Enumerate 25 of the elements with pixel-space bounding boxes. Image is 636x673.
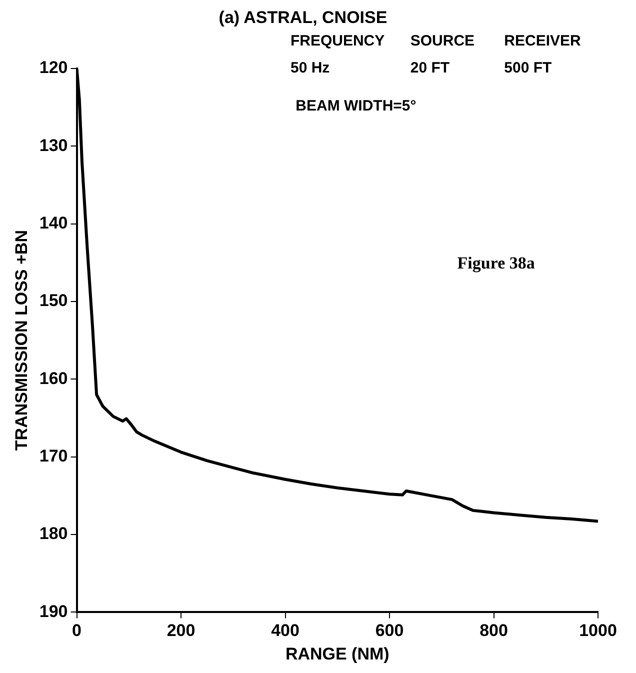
x-tick-label: 200 [166, 621, 196, 640]
x-tick-label: 0 [72, 621, 82, 640]
y-tick-label: 170 [39, 446, 68, 466]
annotation: 50 Hz [290, 60, 330, 77]
y-tick-label: 150 [39, 291, 68, 310]
text: FREQUENCY [290, 32, 385, 50]
y-tick-label: 140 [39, 213, 68, 232]
x-tick-label: 400 [271, 621, 300, 640]
y-tick-label: 130 [39, 136, 68, 155]
y-tick-label: 190 [39, 602, 68, 621]
annotation: BEAM WIDTH=5° [296, 98, 416, 115]
chart-title: (a) ASTRAL, CNOISE [218, 8, 388, 27]
x-tick-label: 1000 [579, 621, 617, 640]
y-axis-title: TRANSMISSION LOSS +BN [12, 230, 31, 451]
annotation: 500 FT [504, 60, 552, 77]
x-tick-label: 800 [480, 621, 508, 640]
annotation: 20 FT [410, 60, 450, 77]
text: RECEIVER [504, 32, 582, 50]
annotation: Figure 38a [457, 254, 536, 273]
x-tick-label: 600 [375, 621, 404, 640]
y-tick-label: 120 [39, 58, 68, 78]
x-axis-title: RANGE (NM) [285, 644, 390, 664]
y-tick-label: 160 [39, 368, 68, 388]
text: SOURCE [410, 32, 475, 50]
y-tick-label: 180 [39, 524, 68, 544]
